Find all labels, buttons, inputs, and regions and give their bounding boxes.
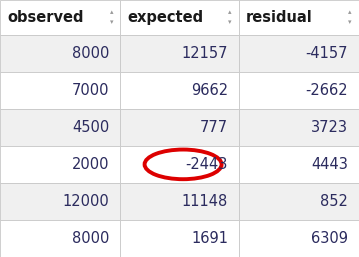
Bar [0, 146, 120, 183]
Text: expected: expected [127, 10, 204, 25]
Bar [239, 146, 359, 183]
Bar [120, 146, 239, 183]
Bar [120, 35, 239, 72]
Bar [239, 0, 359, 35]
Text: -4157: -4157 [306, 46, 348, 61]
Text: -2443: -2443 [186, 157, 228, 172]
Bar [0, 35, 120, 72]
Bar [120, 109, 239, 146]
Text: ▾: ▾ [348, 20, 352, 25]
Text: 3723: 3723 [311, 120, 348, 135]
Text: 7000: 7000 [72, 83, 109, 98]
Bar [120, 72, 239, 109]
Text: 12000: 12000 [63, 194, 109, 209]
Text: 8000: 8000 [72, 46, 109, 61]
Bar [239, 220, 359, 257]
Bar [0, 109, 120, 146]
Text: ▴: ▴ [348, 9, 352, 15]
Bar [120, 183, 239, 220]
Text: observed: observed [7, 10, 84, 25]
Text: ▴: ▴ [109, 9, 113, 15]
Text: ▾: ▾ [109, 20, 113, 25]
Text: 12157: 12157 [181, 46, 228, 61]
Text: 6309: 6309 [311, 231, 348, 246]
Bar [120, 0, 239, 35]
Text: 4443: 4443 [311, 157, 348, 172]
Text: 1691: 1691 [191, 231, 228, 246]
Bar [239, 72, 359, 109]
Text: 9662: 9662 [191, 83, 228, 98]
Text: 777: 777 [200, 120, 228, 135]
Text: 11148: 11148 [182, 194, 228, 209]
Bar [239, 35, 359, 72]
Text: ▴: ▴ [228, 9, 232, 15]
Bar [239, 183, 359, 220]
Bar [0, 220, 120, 257]
Bar [0, 0, 120, 35]
Text: 4500: 4500 [72, 120, 109, 135]
Text: 8000: 8000 [72, 231, 109, 246]
Text: 2000: 2000 [72, 157, 109, 172]
Text: residual: residual [246, 10, 313, 25]
Bar [0, 72, 120, 109]
Text: ▾: ▾ [228, 20, 232, 25]
Text: 852: 852 [320, 194, 348, 209]
Bar [0, 183, 120, 220]
Text: -2662: -2662 [306, 83, 348, 98]
Bar [239, 109, 359, 146]
Bar [120, 220, 239, 257]
